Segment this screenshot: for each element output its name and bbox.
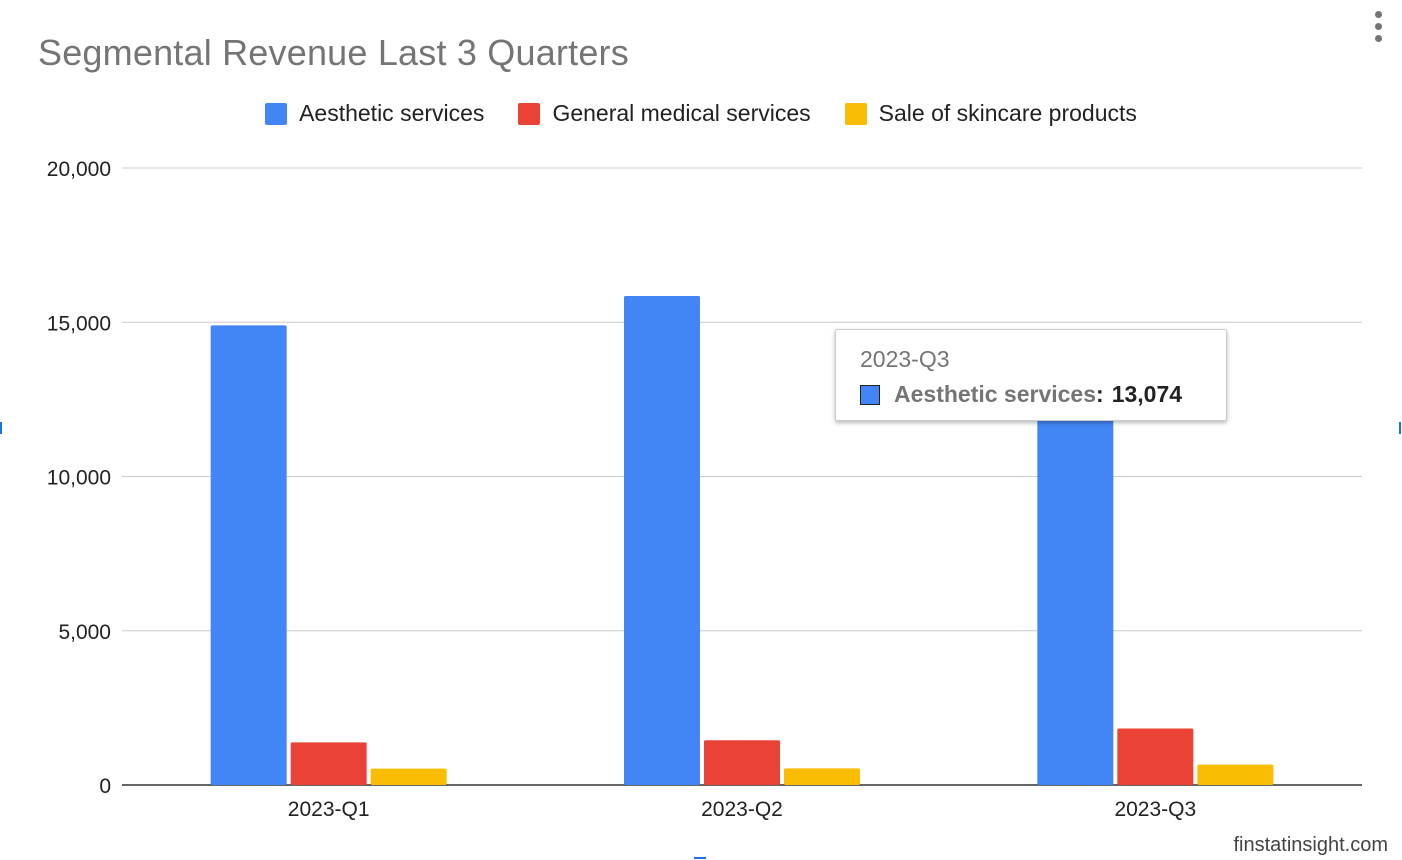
x-tick-label: 2023-Q1 xyxy=(288,798,370,821)
legend-swatch xyxy=(265,102,288,125)
y-tick-label: 15,000 xyxy=(47,312,111,335)
y-tick-label: 5,000 xyxy=(58,621,111,644)
bar-aesthetic-services-2023-q1 xyxy=(210,325,287,785)
resize-handle-bottom[interactable] xyxy=(694,857,706,859)
legend-label: General medical services xyxy=(552,100,811,126)
chart-legend: Aesthetic services General medical servi… xyxy=(0,100,1402,127)
bar-sale-of-skincare-products-2023-q1 xyxy=(370,768,447,785)
bar-aesthetic-services-2023-q2 xyxy=(624,296,700,785)
chart-menu-button[interactable] xyxy=(1366,8,1390,44)
chart-tooltip: 2023-Q3 Aesthetic services: 13,074 xyxy=(835,329,1227,421)
bar-general-medical-services-2023-q1 xyxy=(290,742,367,785)
vertical-ellipsis-icon xyxy=(1374,10,1382,18)
bar-sale-of-skincare-products-2023-q2 xyxy=(784,768,860,785)
tooltip-series-name: Aesthetic services xyxy=(894,381,1097,407)
legend-label: Sale of skincare products xyxy=(878,100,1137,126)
legend-swatch xyxy=(844,102,867,125)
legend-item-general-medical[interactable]: General medical services xyxy=(518,100,811,127)
watermark: finstatinsight.com xyxy=(1233,834,1388,856)
tooltip-category: 2023-Q3 xyxy=(860,346,950,372)
tooltip-value: 13,074 xyxy=(1111,381,1183,407)
resize-handle-right[interactable] xyxy=(1399,422,1401,434)
legend-swatch xyxy=(518,102,541,125)
x-tick-label: 2023-Q3 xyxy=(1114,798,1196,821)
y-tick-label: 20,000 xyxy=(47,158,111,181)
legend-item-skincare[interactable]: Sale of skincare products xyxy=(844,100,1137,127)
bar-sale-of-skincare-products-2023-q3 xyxy=(1197,764,1274,785)
tooltip-swatch xyxy=(860,384,880,405)
legend-label: Aesthetic services xyxy=(299,100,485,126)
bar-general-medical-services-2023-q3 xyxy=(1117,728,1194,785)
y-tick-label: 0 xyxy=(99,775,111,798)
resize-handle-left[interactable] xyxy=(0,422,2,434)
bar-general-medical-services-2023-q2 xyxy=(704,740,780,785)
y-tick-label: 10,000 xyxy=(47,467,111,490)
tooltip-row: Aesthetic services: 13,074 xyxy=(860,381,1182,408)
x-tick-label: 2023-Q2 xyxy=(701,798,783,821)
chart-title: Segmental Revenue Last 3 Quarters xyxy=(38,32,629,73)
bar-aesthetic-services-2023-q3 xyxy=(1037,381,1114,785)
legend-item-aesthetic[interactable]: Aesthetic services xyxy=(265,100,484,127)
